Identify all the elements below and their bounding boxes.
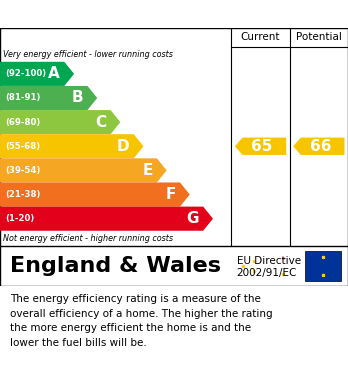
Text: (92-100): (92-100)	[5, 69, 46, 78]
Text: England & Wales: England & Wales	[10, 256, 221, 276]
Polygon shape	[0, 206, 213, 231]
Polygon shape	[0, 110, 120, 134]
Polygon shape	[0, 62, 74, 86]
Text: C: C	[95, 115, 106, 130]
Text: G: G	[187, 211, 199, 226]
Text: Potential: Potential	[296, 32, 342, 42]
Text: Not energy efficient - higher running costs: Not energy efficient - higher running co…	[3, 234, 174, 243]
Text: A: A	[48, 66, 60, 81]
Text: (69-80): (69-80)	[5, 118, 40, 127]
Polygon shape	[293, 138, 345, 155]
Text: F: F	[165, 187, 176, 202]
Text: EU Directive: EU Directive	[237, 256, 301, 266]
Polygon shape	[0, 183, 190, 206]
Text: 2002/91/EC: 2002/91/EC	[237, 268, 297, 278]
Text: Current: Current	[241, 32, 280, 42]
Polygon shape	[235, 138, 286, 155]
Text: (21-38): (21-38)	[5, 190, 41, 199]
Polygon shape	[0, 86, 97, 110]
Text: (81-91): (81-91)	[5, 93, 41, 102]
Text: B: B	[72, 90, 83, 106]
Text: (39-54): (39-54)	[5, 166, 41, 175]
Bar	[304, 251, 341, 281]
Polygon shape	[0, 134, 143, 158]
Text: The energy efficiency rating is a measure of the
overall efficiency of a home. T: The energy efficiency rating is a measur…	[10, 294, 273, 348]
Text: 66: 66	[310, 139, 331, 154]
Text: E: E	[142, 163, 153, 178]
Text: Energy Efficiency Rating: Energy Efficiency Rating	[50, 5, 298, 23]
Text: Very energy efficient - lower running costs: Very energy efficient - lower running co…	[3, 50, 173, 59]
Text: 65: 65	[251, 139, 273, 154]
Text: D: D	[117, 139, 129, 154]
Polygon shape	[0, 158, 167, 183]
Text: (55-68): (55-68)	[5, 142, 40, 151]
Text: (1-20): (1-20)	[5, 214, 34, 223]
